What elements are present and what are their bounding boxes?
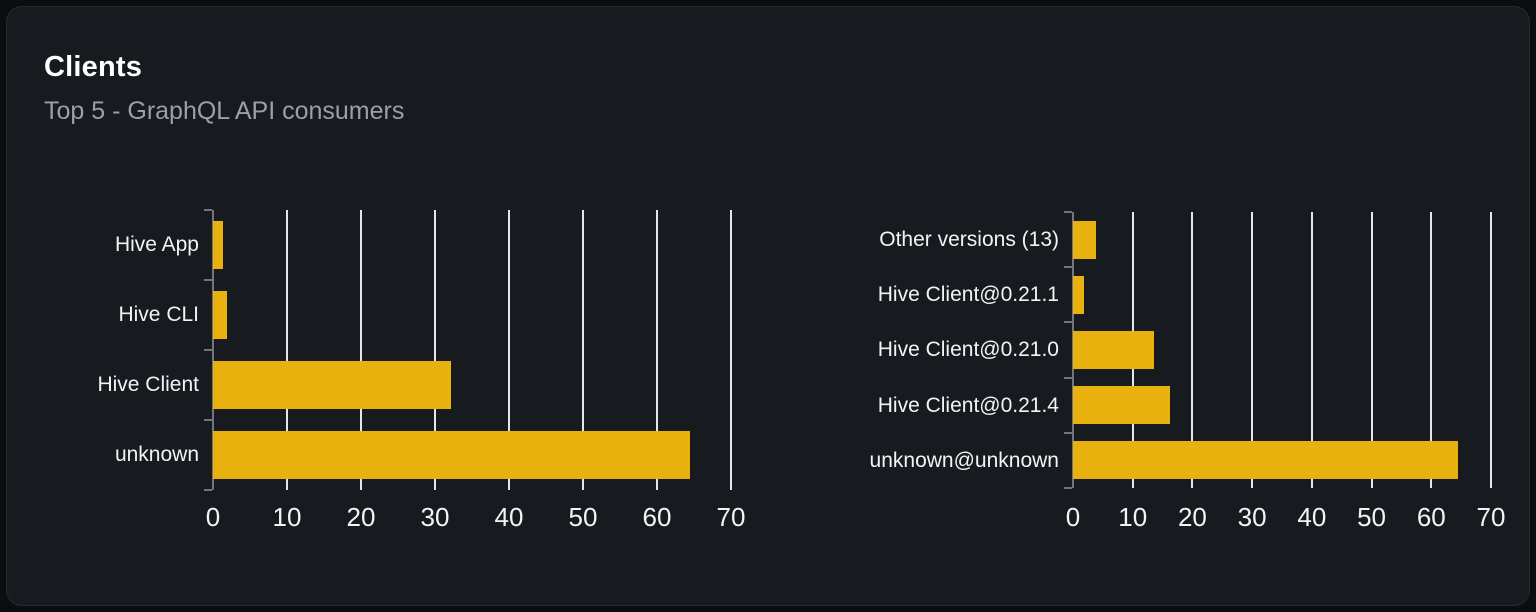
bar-unknown[interactable] — [213, 431, 691, 479]
bar-hive-client-0-21-1[interactable] — [1073, 275, 1084, 314]
bar-unknown-unknown[interactable] — [1073, 441, 1458, 480]
clients-card: Clients Top 5 - GraphQL API consumers — [6, 6, 1530, 606]
bar-hive-client[interactable] — [213, 361, 452, 409]
bar-hive-client-0-21-0[interactable] — [1073, 331, 1155, 369]
bar-other-versions-13-[interactable] — [1073, 220, 1097, 259]
bar-hive-client-0-21-4[interactable] — [1073, 386, 1171, 425]
card-title: Clients — [44, 51, 143, 83]
bar-hive-app[interactable] — [213, 221, 224, 269]
bar-hive-cli[interactable] — [213, 291, 228, 339]
card-subtitle: Top 5 - GraphQL API consumers — [44, 97, 405, 125]
